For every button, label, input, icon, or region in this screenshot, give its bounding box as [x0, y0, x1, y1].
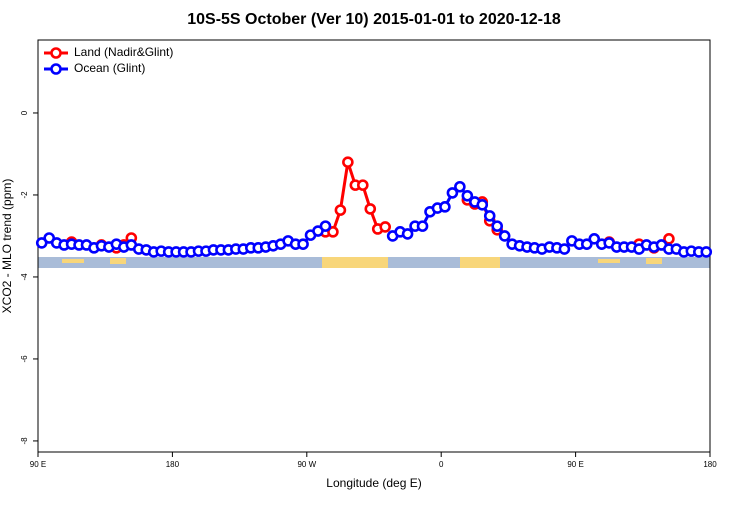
data-point	[454, 180, 466, 193]
data-point	[379, 221, 392, 233]
x-tick-label: 0	[439, 460, 444, 469]
y-tick-label: -8	[20, 437, 29, 445]
data-point	[461, 189, 474, 202]
data-point	[401, 228, 414, 240]
x-tick-label: 180	[703, 460, 717, 469]
legend-marker	[50, 63, 62, 75]
y-tick-label: -2	[20, 191, 29, 199]
y-tick-label: 0	[20, 110, 29, 115]
data-point	[498, 230, 511, 242]
x-tick-label: 90 W	[297, 460, 316, 469]
data-point	[327, 226, 339, 238]
legend-marker	[50, 47, 62, 59]
land-strip	[460, 257, 500, 268]
data-point	[416, 220, 429, 232]
land-strip	[110, 258, 126, 264]
series-line	[325, 161, 386, 234]
land-strip	[322, 257, 388, 268]
map-strip	[38, 257, 710, 268]
data-point	[588, 233, 601, 245]
x-tick-label: 90 E	[30, 460, 46, 469]
land-strip	[62, 259, 84, 263]
y-tick-label: -6	[20, 355, 29, 363]
data-point	[476, 199, 489, 211]
data-point	[491, 220, 504, 232]
data-point	[364, 203, 377, 215]
data-point	[334, 204, 347, 216]
x-axis-label: Longitude (deg E)	[326, 476, 421, 490]
legend-label: Ocean (Glint)	[74, 61, 145, 75]
data-point	[356, 179, 369, 191]
data-point	[342, 156, 354, 168]
y-axis-label: XCO2 - MLO trend (ppm)	[0, 179, 14, 314]
data-point	[446, 187, 459, 199]
chart-title: 10S-5S October (Ver 10) 2015-01-01 to 20…	[187, 11, 561, 28]
data-point	[319, 220, 332, 232]
data-point	[700, 246, 713, 258]
legend-label: Land (Nadir&Glint)	[74, 45, 173, 59]
data-point	[297, 238, 309, 250]
x-tick-label: 180	[166, 460, 180, 469]
x-tick-label: 90 E	[567, 460, 583, 469]
data-point	[439, 201, 451, 213]
y-tick-label: -4	[20, 273, 29, 281]
data-point	[580, 238, 593, 250]
data-point	[483, 210, 496, 222]
land-strip	[646, 258, 662, 264]
data-point	[558, 243, 571, 255]
land-strip	[598, 259, 620, 263]
